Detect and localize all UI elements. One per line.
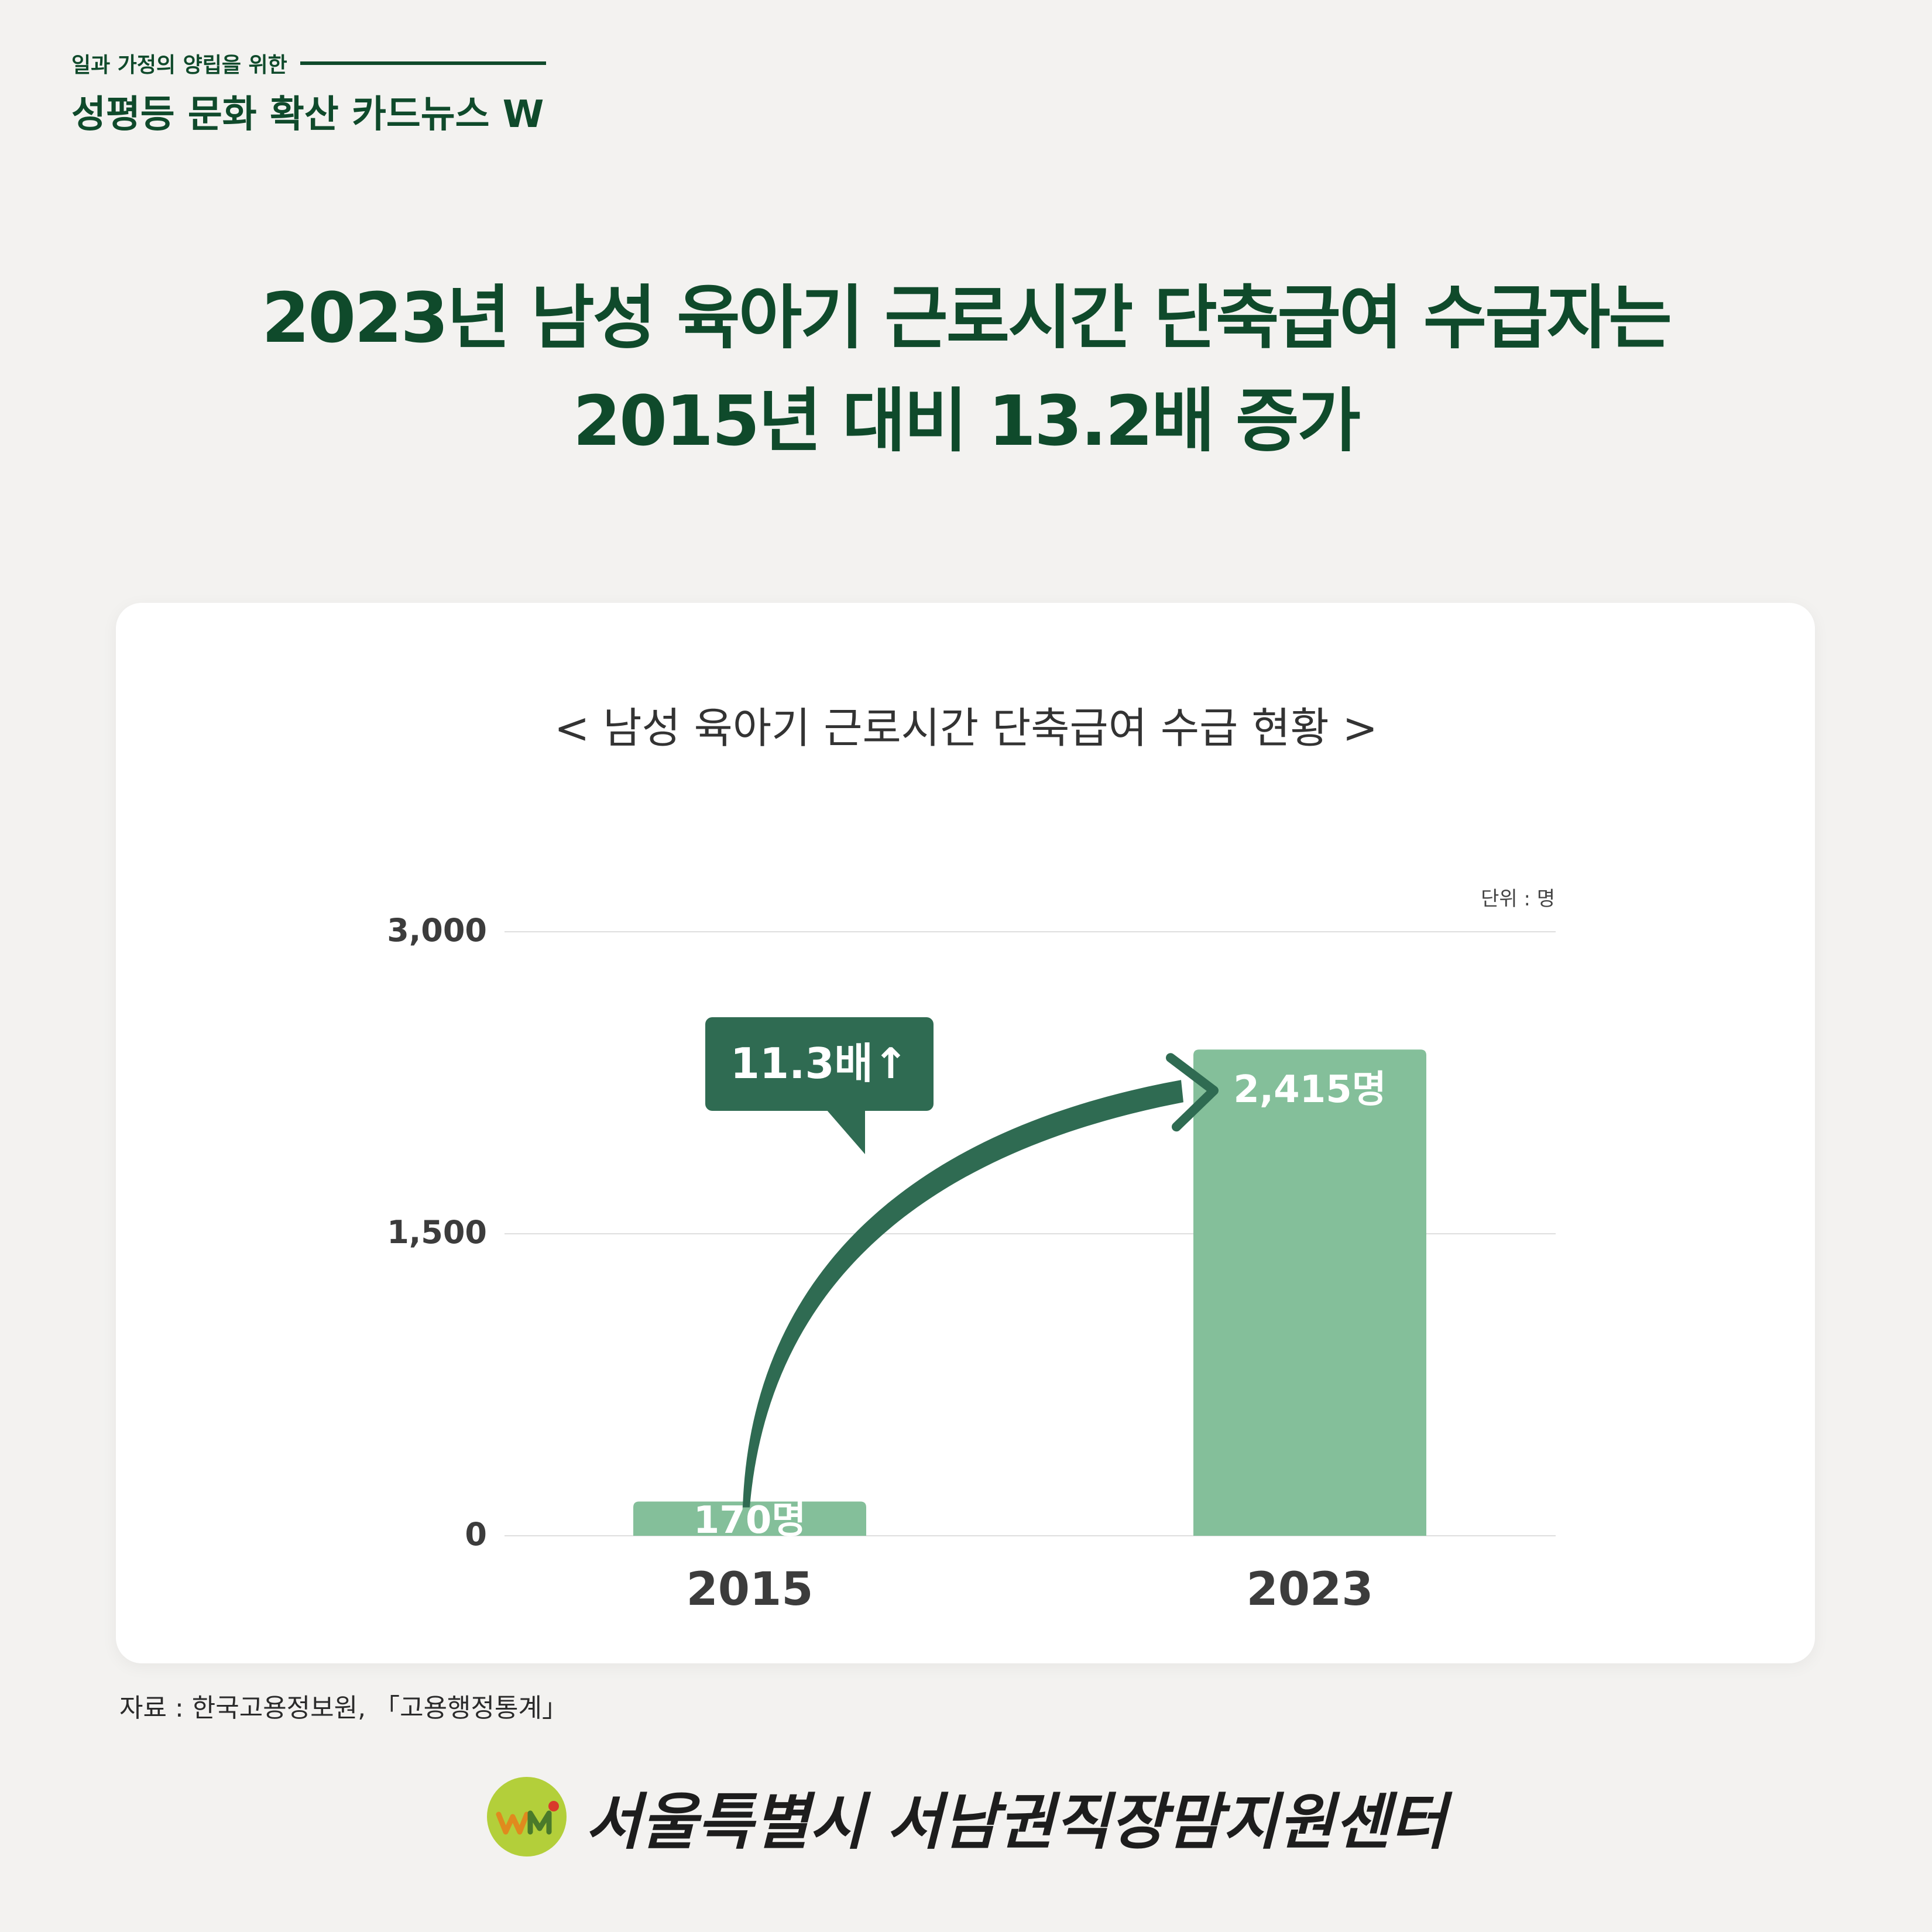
headline-line-1: 2023년 남성 육아기 근로시간 단축급여 수급자는 bbox=[262, 277, 1672, 358]
series-title: 성평등 문화 확산 카드뉴스 W bbox=[71, 93, 544, 136]
series-subtitle-text: 일과 가정의 양립을 위한 bbox=[71, 53, 287, 77]
footer-logo-text: 서울특별시 서남권직장맘지원센터 bbox=[585, 1786, 1447, 1858]
growth-arrow-head bbox=[1166, 1053, 1219, 1132]
chart-card bbox=[116, 603, 1815, 1663]
x-tick-label: 2015 bbox=[686, 1563, 813, 1616]
bar bbox=[1193, 1049, 1426, 1536]
chart-title: < 남성 육아기 근로시간 단축급여 수급 현황 > bbox=[554, 704, 1378, 753]
headline-line-2: 2015년 대비 13.2배 증가 bbox=[572, 380, 1361, 461]
bar bbox=[633, 1501, 866, 1536]
annotation-pointer bbox=[826, 1110, 865, 1154]
header-rule bbox=[300, 61, 546, 65]
y-tick-label: 0 bbox=[465, 1516, 487, 1553]
growth-arrow bbox=[743, 1080, 1183, 1508]
annotation-label: 11.3배↑ bbox=[730, 1039, 908, 1088]
headline: 2023년 남성 육아기 근로시간 단축급여 수급자는 2015년 대비 13.… bbox=[0, 266, 1932, 472]
source-note: 자료 : 한국고용정보원, 「고용행정통계」 bbox=[119, 1693, 568, 1723]
series-subtitle: 일과 가정의 양립을 위한 bbox=[71, 48, 586, 78]
x-tick-label: 2023 bbox=[1246, 1563, 1373, 1616]
center-logo-icon bbox=[486, 1776, 567, 1856]
footer-logo: 서울특별시 서남권직장맘지원센터 bbox=[0, 1772, 1932, 1861]
y-tick-label: 1,500 bbox=[387, 1214, 487, 1251]
unit-label: 단위 : 명 bbox=[1481, 887, 1555, 911]
bar-data-label: 2,415명 bbox=[1233, 1068, 1386, 1111]
y-tick-label: 3,000 bbox=[387, 912, 487, 949]
annotation-box bbox=[705, 1017, 934, 1111]
series-header: 일과 가정의 양립을 위한 성평등 문화 확산 카드뉴스 W bbox=[71, 48, 586, 138]
